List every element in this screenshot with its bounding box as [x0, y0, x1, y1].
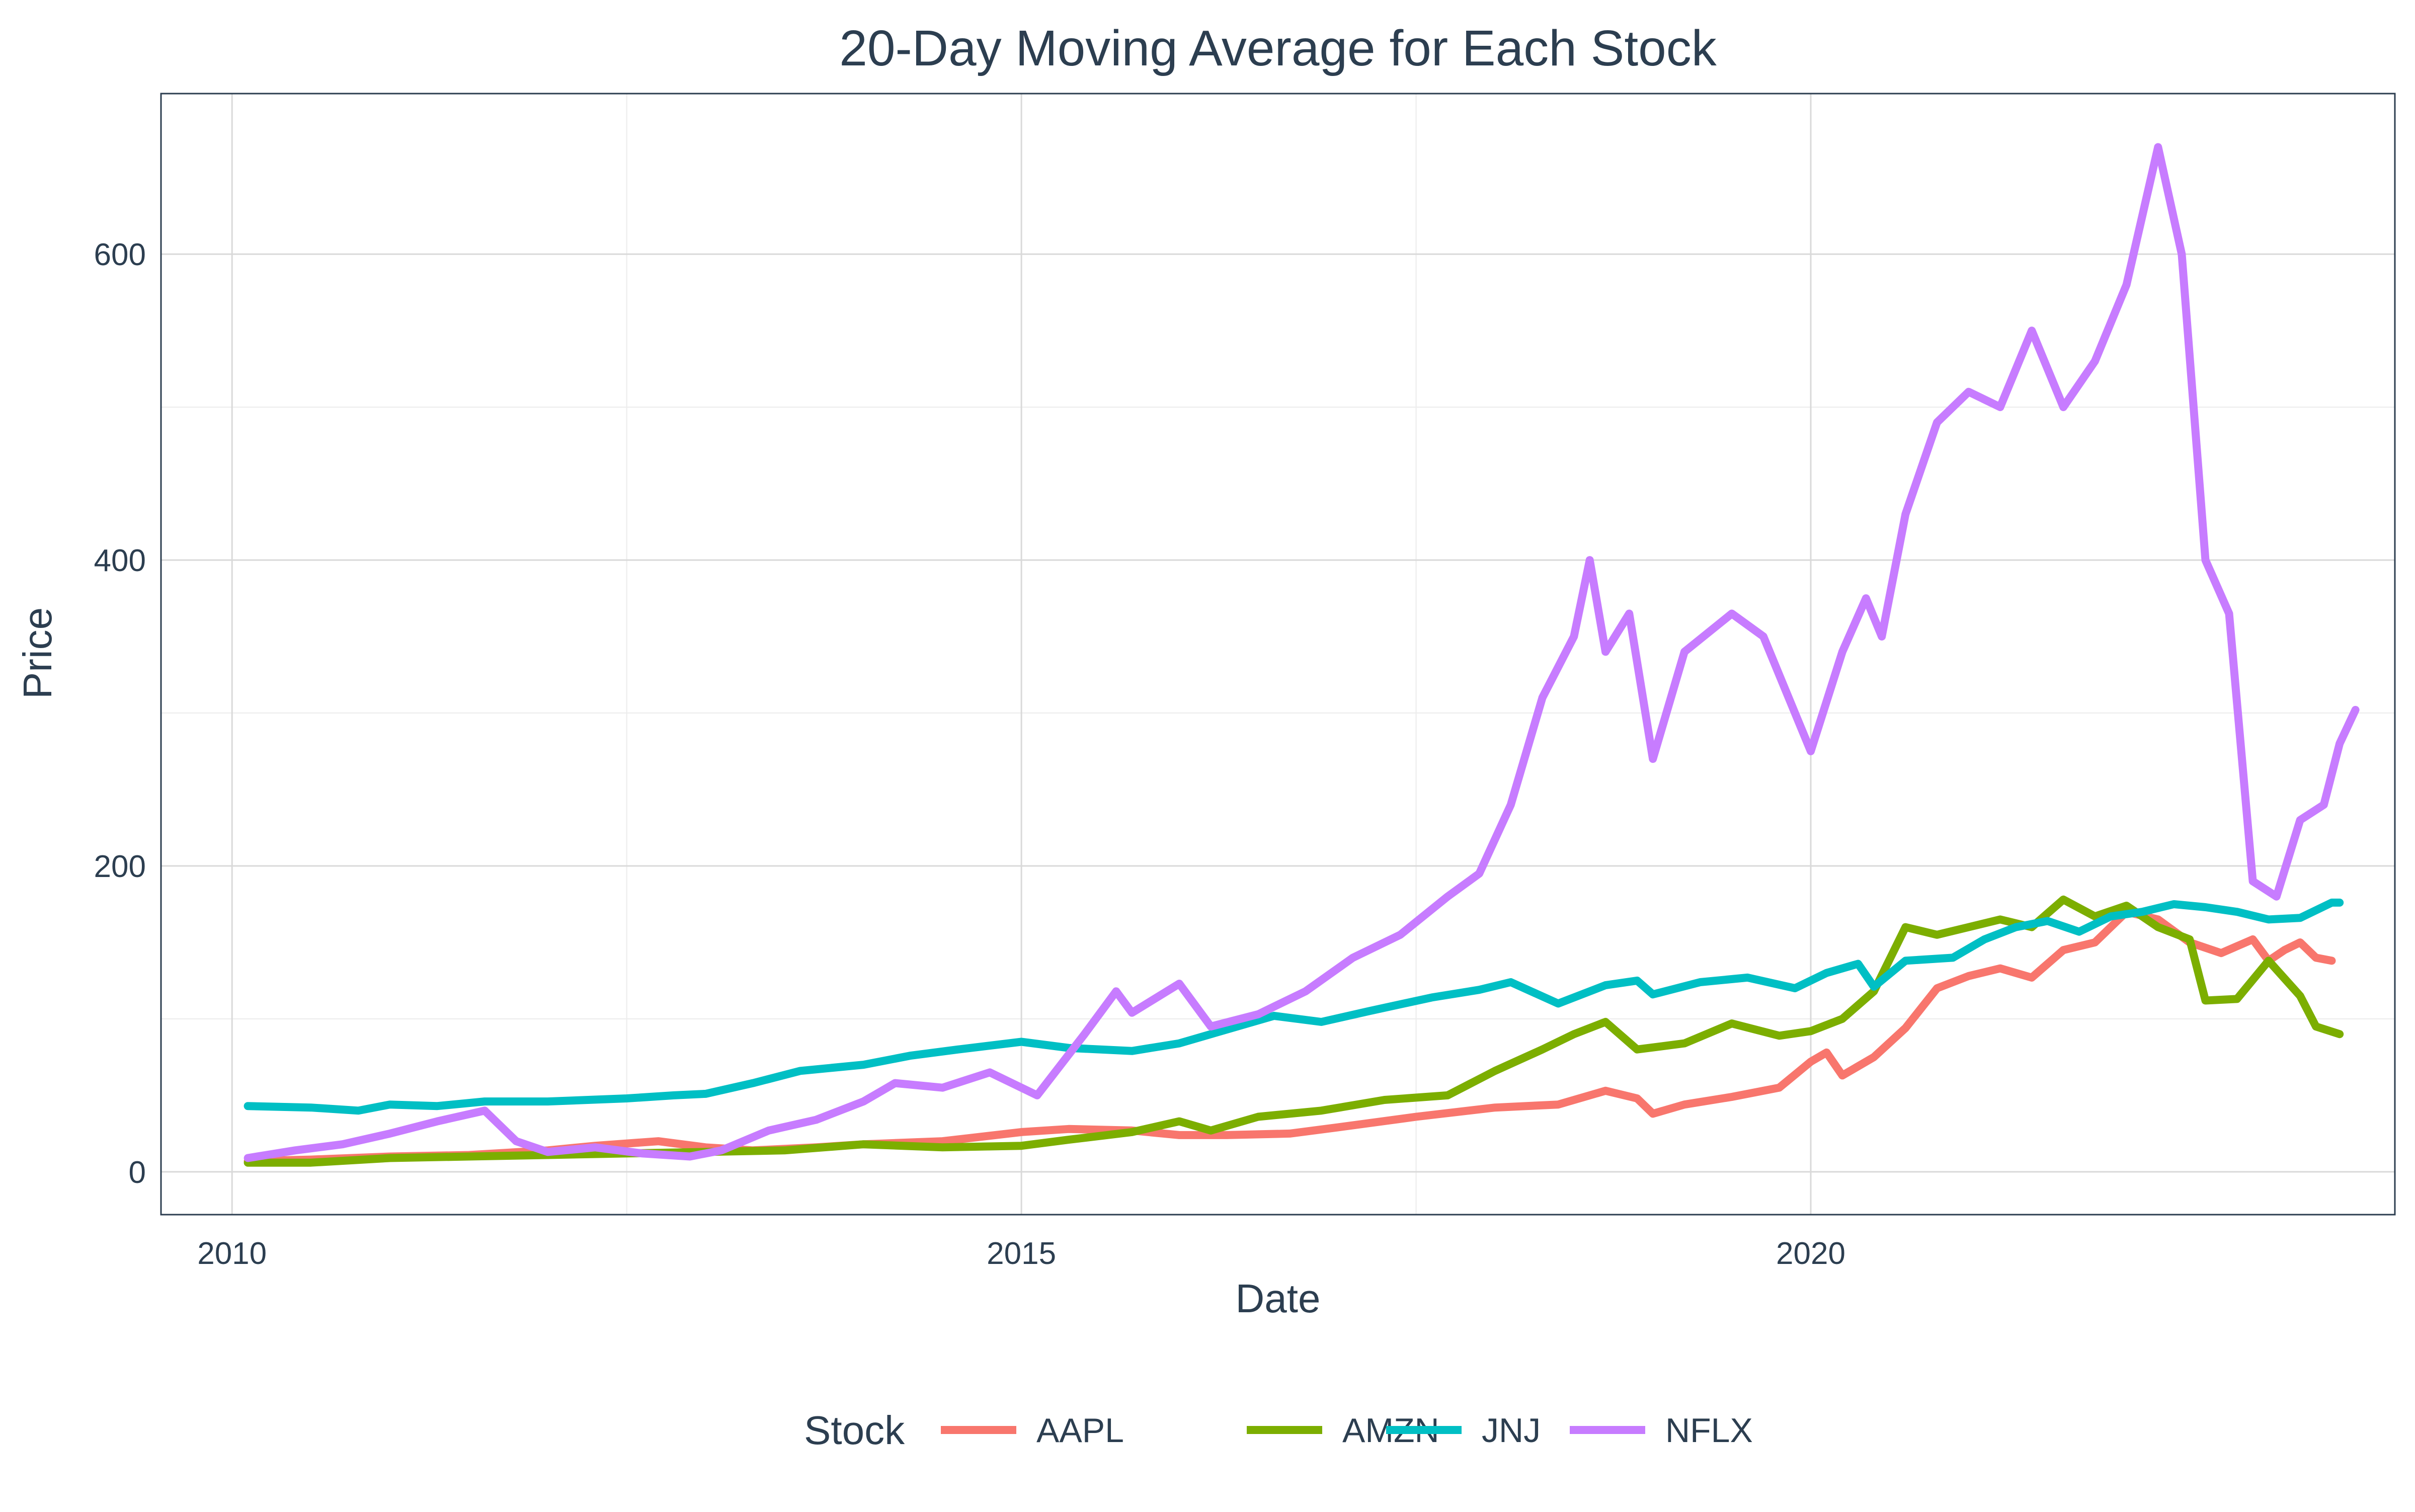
- plot-frame: [160, 93, 2396, 1216]
- legend-title: Stock: [804, 1408, 905, 1453]
- series-lines: [244, 143, 2360, 1167]
- legend-label-jnj: JNJ: [1482, 1411, 1541, 1450]
- y-tick-label: 0: [129, 1155, 146, 1190]
- x-axis-title: Date: [1236, 1276, 1321, 1321]
- x-tick-label: 2015: [987, 1236, 1056, 1271]
- y-axis-ticks: 0 200 400 600: [94, 237, 146, 1190]
- x-tick-label: 2010: [197, 1236, 267, 1271]
- y-axis-title: Price: [15, 607, 60, 699]
- legend-label-nflx: NFLX: [1665, 1411, 1753, 1450]
- y-tick-label: 200: [94, 849, 146, 884]
- x-tick-label: 2020: [1776, 1236, 1845, 1271]
- legend-label-aapl: AAPL: [1036, 1411, 1124, 1450]
- legend: Stock AAPL AMZN JNJ NFLX: [804, 1408, 1753, 1453]
- series-line-amzn: [244, 895, 2344, 1167]
- series-line-jnj: [244, 898, 2344, 1115]
- grid: [161, 94, 2395, 1215]
- y-tick-label: 400: [94, 543, 146, 578]
- series-line-nflx: [244, 143, 2360, 1162]
- x-axis-ticks: 2010 2015 2020: [197, 1236, 1845, 1271]
- series-line-aapl: [244, 908, 2336, 1165]
- y-tick-label: 600: [94, 237, 146, 272]
- chart-title: 20-Day Moving Average for Each Stock: [839, 20, 1717, 76]
